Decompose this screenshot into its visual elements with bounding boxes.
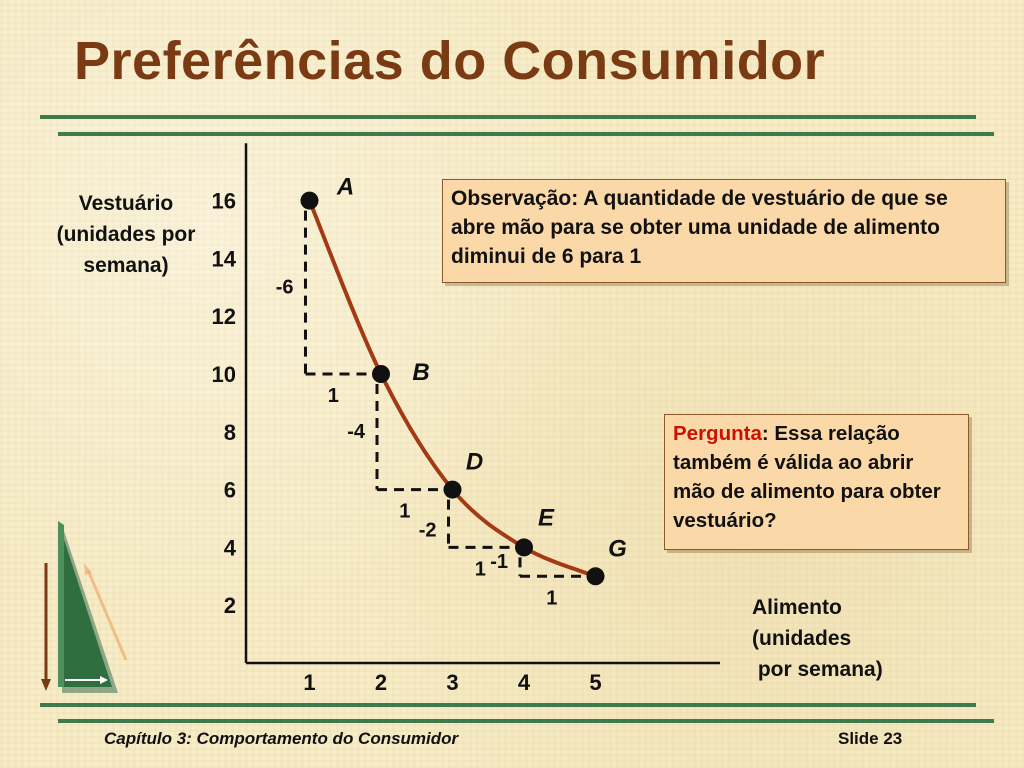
curve-points: A B D E G — [300, 174, 627, 586]
point-E — [515, 538, 533, 557]
title-rule-top — [40, 115, 976, 119]
dx-label-1: 1 — [399, 501, 410, 523]
y-tick-label-16: 16 — [212, 189, 236, 214]
x-axis-title: Alimento (unidades por semana) — [752, 596, 883, 681]
point-label-A: A — [336, 174, 354, 201]
guide-lines — [304, 210, 590, 578]
x-tick-label-4: 4 — [518, 670, 531, 695]
axis-titles: Vestuário (unidades por semana) Alimento (un… — [57, 192, 883, 681]
point-D — [443, 480, 462, 499]
decorative-triangle-icon — [41, 521, 128, 693]
question-box: Pergunta: Essa relação também é válida a… — [664, 414, 969, 550]
dy-label-0: -6 — [276, 276, 294, 298]
footer-rule-top — [40, 703, 976, 707]
y-tick-label-6: 6 — [224, 478, 236, 503]
dy-label-3: -1 — [490, 551, 508, 573]
dy-label-1: -4 — [347, 421, 366, 443]
point-label-E: E — [538, 504, 555, 531]
x-tick-label-2: 2 — [375, 670, 387, 695]
footer-chapter: Capítulo 3: Comportamento do Consumidor — [104, 729, 459, 748]
question-text: : Essa relação também é válida ao abrir … — [673, 422, 941, 532]
step-labels: -61-41-21 -11 — [276, 276, 558, 609]
footer-slide-number: Slide 23 — [838, 729, 903, 748]
point-label-B: B — [412, 359, 429, 386]
point-label-G: G — [608, 535, 627, 562]
y-tick-label-2: 2 — [224, 593, 236, 618]
x-tick-label-1: 1 — [303, 670, 315, 695]
dx-label-3: 1 — [546, 587, 557, 609]
observation-box: Observação: A quantidade de vestuário de… — [442, 179, 1006, 283]
point-A — [300, 191, 319, 210]
indifference-curve — [307, 198, 598, 579]
dx-label-2: 1 — [475, 558, 486, 580]
point-label-D: D — [466, 449, 483, 476]
observation-text: Observação: A quantidade de vestuário de… — [451, 187, 948, 268]
question-label: Pergunta — [673, 422, 762, 445]
point-B — [372, 365, 390, 383]
dx-label-0: 1 — [328, 385, 339, 407]
y-axis-title: Vestuário (unidades por semana) — [57, 192, 196, 277]
title-rule-bottom — [58, 132, 994, 136]
y-tick-label-8: 8 — [224, 420, 236, 445]
point-G — [586, 567, 605, 586]
y-tick-label-4: 4 — [224, 535, 237, 560]
y-tick-label-10: 10 — [212, 362, 236, 387]
y-tick-label-12: 12 — [212, 304, 236, 329]
x-tick-label-5: 5 — [589, 670, 601, 695]
dy-label-2: -2 — [419, 520, 437, 542]
y-tick-label-14: 14 — [212, 246, 237, 271]
footer-rule-bottom — [58, 719, 994, 723]
x-tick-label-3: 3 — [446, 670, 458, 695]
slide-title: Preferências do Consumidor — [74, 31, 826, 91]
